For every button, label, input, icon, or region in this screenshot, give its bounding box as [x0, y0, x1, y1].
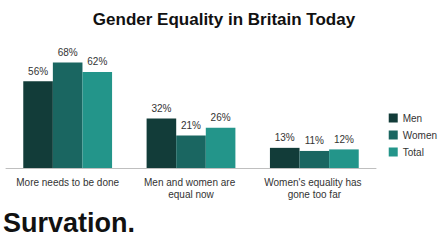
- svg-text:Women's equality has: Women's equality has: [264, 177, 364, 188]
- svg-text:Women: Women: [403, 130, 437, 141]
- svg-text:68%: 68%: [58, 47, 78, 58]
- svg-text:Total: Total: [403, 147, 424, 158]
- svg-text:32%: 32%: [151, 103, 171, 114]
- svg-text:12%: 12%: [334, 134, 354, 145]
- svg-text:gone too far: gone too far: [288, 189, 342, 200]
- svg-text:Men and women are: Men and women are: [144, 177, 238, 188]
- svg-text:Gender Equality in Britain Tod: Gender Equality in Britain Today: [93, 10, 356, 29]
- svg-text:62%: 62%: [87, 56, 107, 67]
- svg-text:Men: Men: [403, 113, 422, 124]
- svg-text:26%: 26%: [211, 112, 231, 123]
- svg-text:56%: 56%: [28, 66, 48, 77]
- svg-text:13%: 13%: [275, 132, 295, 143]
- svg-text:equal now: equal now: [168, 189, 214, 200]
- svg-text:More needs to be done: More needs to be done: [16, 177, 119, 188]
- svg-text:21%: 21%: [181, 120, 201, 131]
- svg-text:11%: 11%: [305, 135, 324, 146]
- svg-text:Survation.: Survation.: [3, 208, 135, 238]
